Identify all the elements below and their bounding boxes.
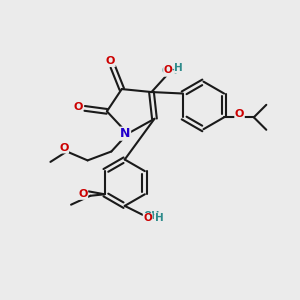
Text: O: O [78,189,88,199]
Text: O: O [74,102,83,112]
Text: H: H [154,213,163,223]
Text: O: O [106,56,115,66]
Text: OH: OH [162,66,178,76]
Text: O: O [164,65,172,75]
Text: O: O [235,109,244,119]
Text: N: N [120,127,130,140]
Text: H: H [175,63,183,73]
Text: O: O [59,143,68,153]
Text: OH: OH [143,211,160,221]
Text: O: O [143,213,152,224]
